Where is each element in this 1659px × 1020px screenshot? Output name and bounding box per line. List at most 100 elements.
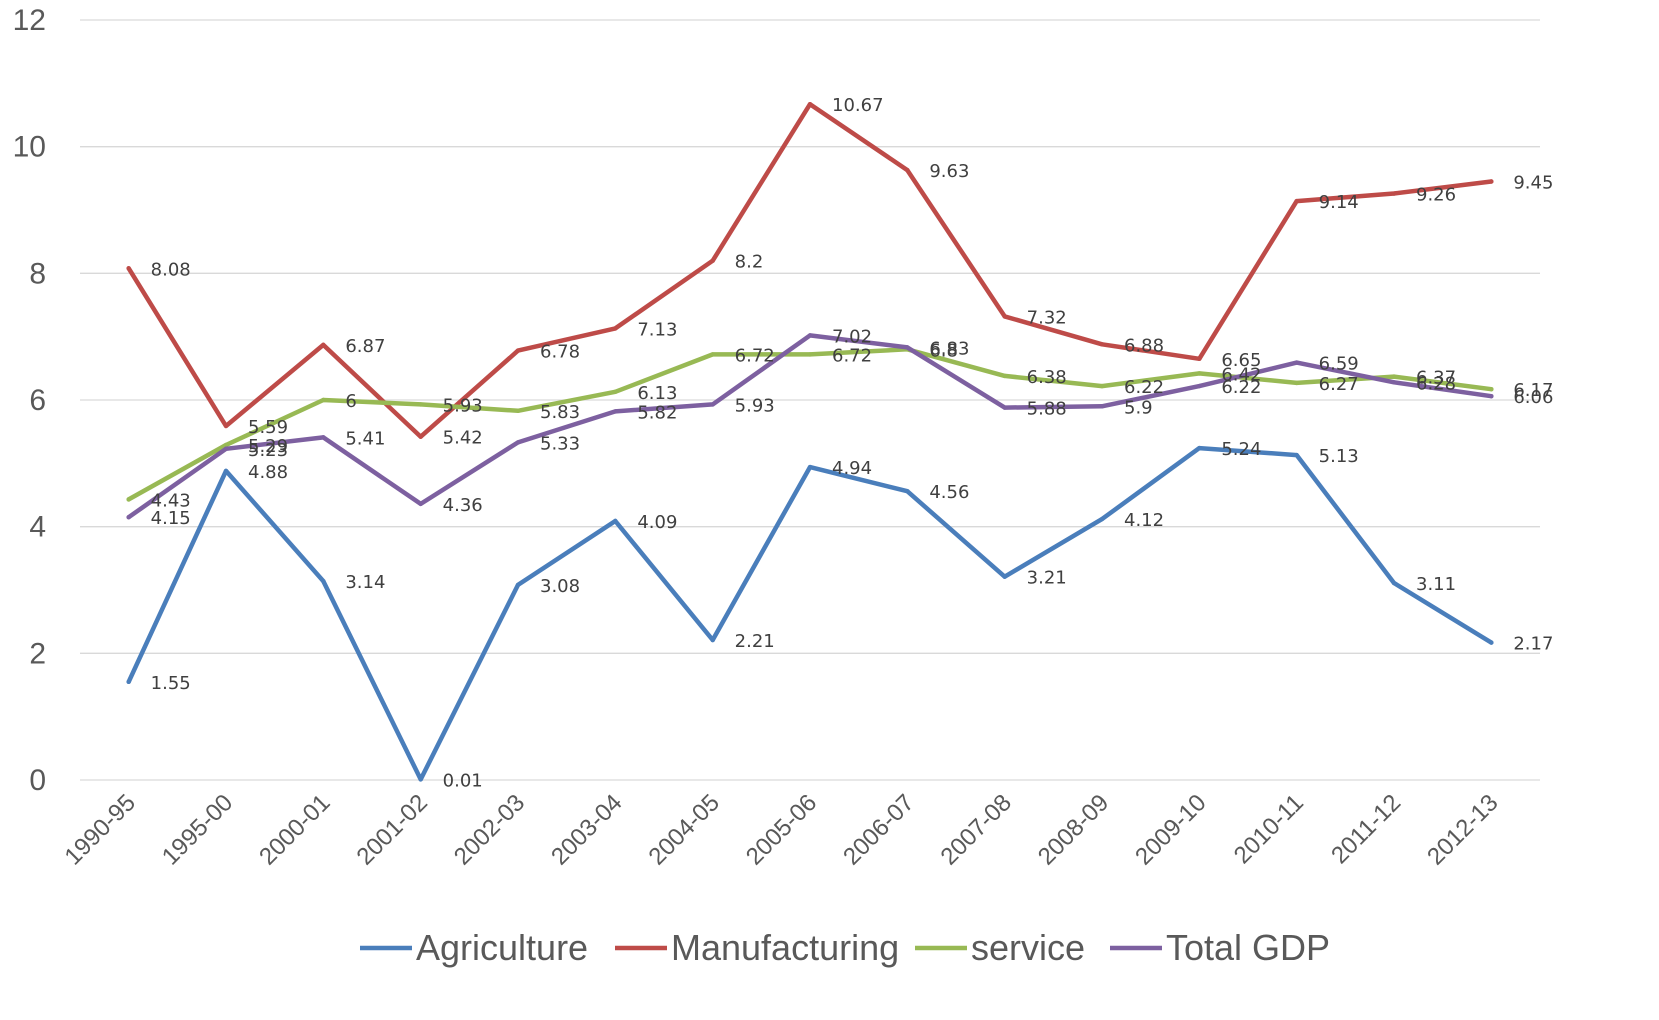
data-point-agriculture-9 <box>1002 574 1007 579</box>
data-label-manufacturing-0: 8.08 <box>151 259 191 280</box>
data-label-service-14: 6.17 <box>1513 380 1553 401</box>
data-point-total-gdp-8 <box>905 345 910 350</box>
legend-label-total-gdp: Total GDP <box>1166 927 1330 968</box>
data-label-service-2: 6 <box>345 391 356 412</box>
data-point-service-9 <box>1002 373 1007 379</box>
data-point-total-gdp-7 <box>807 333 813 338</box>
data-point-agriculture-11 <box>1197 445 1202 451</box>
data-point-agriculture-0 <box>126 679 131 685</box>
data-point-manufacturing-8 <box>905 167 910 173</box>
x-tick-label-2005-06: 2005-06 <box>741 789 822 870</box>
data-label-service-13: 6.37 <box>1416 368 1456 389</box>
data-label-total-gdp-8: 6.83 <box>929 338 969 359</box>
data-point-service-13 <box>1391 374 1397 379</box>
y-axis-ticks: 0 2 4 6 8 10 12 <box>13 4 46 797</box>
data-labels: 1.55 4.88 3.14 0.01 3.08 4.09 2.21 4.94 4.56 3.21… <box>151 95 1554 791</box>
x-tick-label-2006-07: 2006-07 <box>838 789 919 870</box>
x-tick-label-2007-08: 2007-08 <box>936 789 1017 870</box>
data-label-agriculture-8: 4.56 <box>929 482 969 503</box>
x-tick-label-1990-95: 1990-95 <box>60 789 141 870</box>
series-line-total-gdp <box>126 333 1494 520</box>
data-label-total-gdp-1: 5.23 <box>248 440 288 461</box>
data-label-agriculture-6: 2.21 <box>735 631 775 652</box>
data-label-total-gdp-11: 6.22 <box>1221 377 1261 398</box>
data-label-manufacturing-14: 9.45 <box>1513 173 1553 194</box>
gridlines <box>80 19 1540 781</box>
legend: Agriculture Manufacturing service Total GDP <box>360 927 1330 968</box>
data-point-service-14 <box>1489 387 1494 392</box>
data-label-total-gdp-10: 5.9 <box>1124 397 1153 418</box>
y-tick-label-10: 10 <box>13 131 46 164</box>
data-label-agriculture-1: 4.88 <box>248 462 288 483</box>
data-point-service-5 <box>613 389 618 394</box>
data-point-total-gdp-12 <box>1294 360 1299 365</box>
data-point-agriculture-13 <box>1391 580 1397 586</box>
x-tick-label-2004-05: 2004-05 <box>644 789 725 870</box>
data-point-total-gdp-9 <box>1002 405 1007 410</box>
data-label-total-gdp-9: 5.88 <box>1027 399 1067 420</box>
data-point-service-12 <box>1294 380 1299 386</box>
data-point-total-gdp-2 <box>321 435 326 440</box>
data-point-agriculture-4 <box>515 582 521 588</box>
data-label-agriculture-2: 3.14 <box>345 572 385 593</box>
data-label-agriculture-13: 3.11 <box>1416 574 1456 595</box>
data-point-service-10 <box>1099 383 1105 389</box>
data-point-manufacturing-4 <box>515 348 521 353</box>
data-point-total-gdp-14 <box>1489 394 1494 399</box>
data-point-manufacturing-7 <box>807 102 813 107</box>
y-tick-label-6: 6 <box>29 384 46 417</box>
data-label-total-gdp-3: 4.36 <box>443 495 483 516</box>
legend-label-service: service <box>971 927 1085 968</box>
data-label-manufacturing-8: 9.63 <box>929 161 969 182</box>
data-label-manufacturing-12: 9.14 <box>1319 192 1359 213</box>
data-point-agriculture-10 <box>1099 516 1105 522</box>
data-label-total-gdp-2: 5.41 <box>345 428 385 449</box>
data-point-total-gdp-0 <box>126 514 131 520</box>
x-tick-label-2011-12: 2011-12 <box>1326 789 1406 869</box>
data-point-service-6 <box>710 352 715 357</box>
data-label-agriculture-11: 5.24 <box>1221 439 1261 460</box>
data-point-service-1 <box>223 442 229 448</box>
data-label-manufacturing-3: 5.42 <box>443 428 483 449</box>
data-point-agriculture-1 <box>223 468 229 474</box>
data-label-manufacturing-7: 10.67 <box>832 95 884 116</box>
data-label-manufacturing-11: 6.65 <box>1221 350 1261 371</box>
data-point-service-3 <box>418 402 423 407</box>
x-tick-label-2008-09: 2008-09 <box>1033 789 1114 870</box>
series-line-manufacturing <box>126 101 1494 439</box>
legend-label-manufacturing: Manufacturing <box>671 927 899 968</box>
data-point-manufacturing-1 <box>223 423 229 429</box>
data-point-manufacturing-12 <box>1294 198 1299 204</box>
y-tick-label-4: 4 <box>29 511 46 544</box>
data-label-agriculture-14: 2.17 <box>1513 634 1553 655</box>
x-tick-label-2001-02: 2001-02 <box>352 789 433 870</box>
data-label-service-1: 5.29 <box>248 436 288 457</box>
x-tick-label-2002-03: 2002-03 <box>449 789 530 870</box>
data-point-agriculture-12 <box>1294 452 1299 458</box>
data-point-total-gdp-3 <box>418 501 423 507</box>
data-label-manufacturing-2: 6.87 <box>345 336 385 357</box>
data-label-service-6: 6.72 <box>735 345 775 366</box>
x-tick-label-2000-01: 2000-01 <box>254 789 335 870</box>
data-point-service-0 <box>126 497 131 502</box>
data-label-total-gdp-14: 6.06 <box>1513 387 1553 408</box>
data-label-service-7: 6.72 <box>832 345 872 366</box>
data-label-manufacturing-6: 8.2 <box>735 252 764 273</box>
series-lines <box>126 101 1494 782</box>
data-label-service-12: 6.27 <box>1319 374 1359 395</box>
data-point-manufacturing-0 <box>126 266 131 271</box>
data-label-total-gdp-0: 4.15 <box>151 508 191 529</box>
data-point-agriculture-7 <box>807 464 813 470</box>
data-point-total-gdp-4 <box>515 440 521 445</box>
data-label-manufacturing-1: 5.59 <box>248 417 288 438</box>
data-label-manufacturing-10: 6.88 <box>1124 335 1164 356</box>
data-label-total-gdp-13: 6.28 <box>1416 373 1456 394</box>
data-point-manufacturing-3 <box>418 434 423 439</box>
data-label-manufacturing-9: 7.32 <box>1027 307 1067 328</box>
data-point-service-4 <box>515 408 521 413</box>
data-label-manufacturing-5: 7.13 <box>637 319 677 340</box>
data-point-service-7 <box>807 352 813 357</box>
data-point-total-gdp-5 <box>613 409 618 414</box>
data-point-service-2 <box>321 397 326 403</box>
